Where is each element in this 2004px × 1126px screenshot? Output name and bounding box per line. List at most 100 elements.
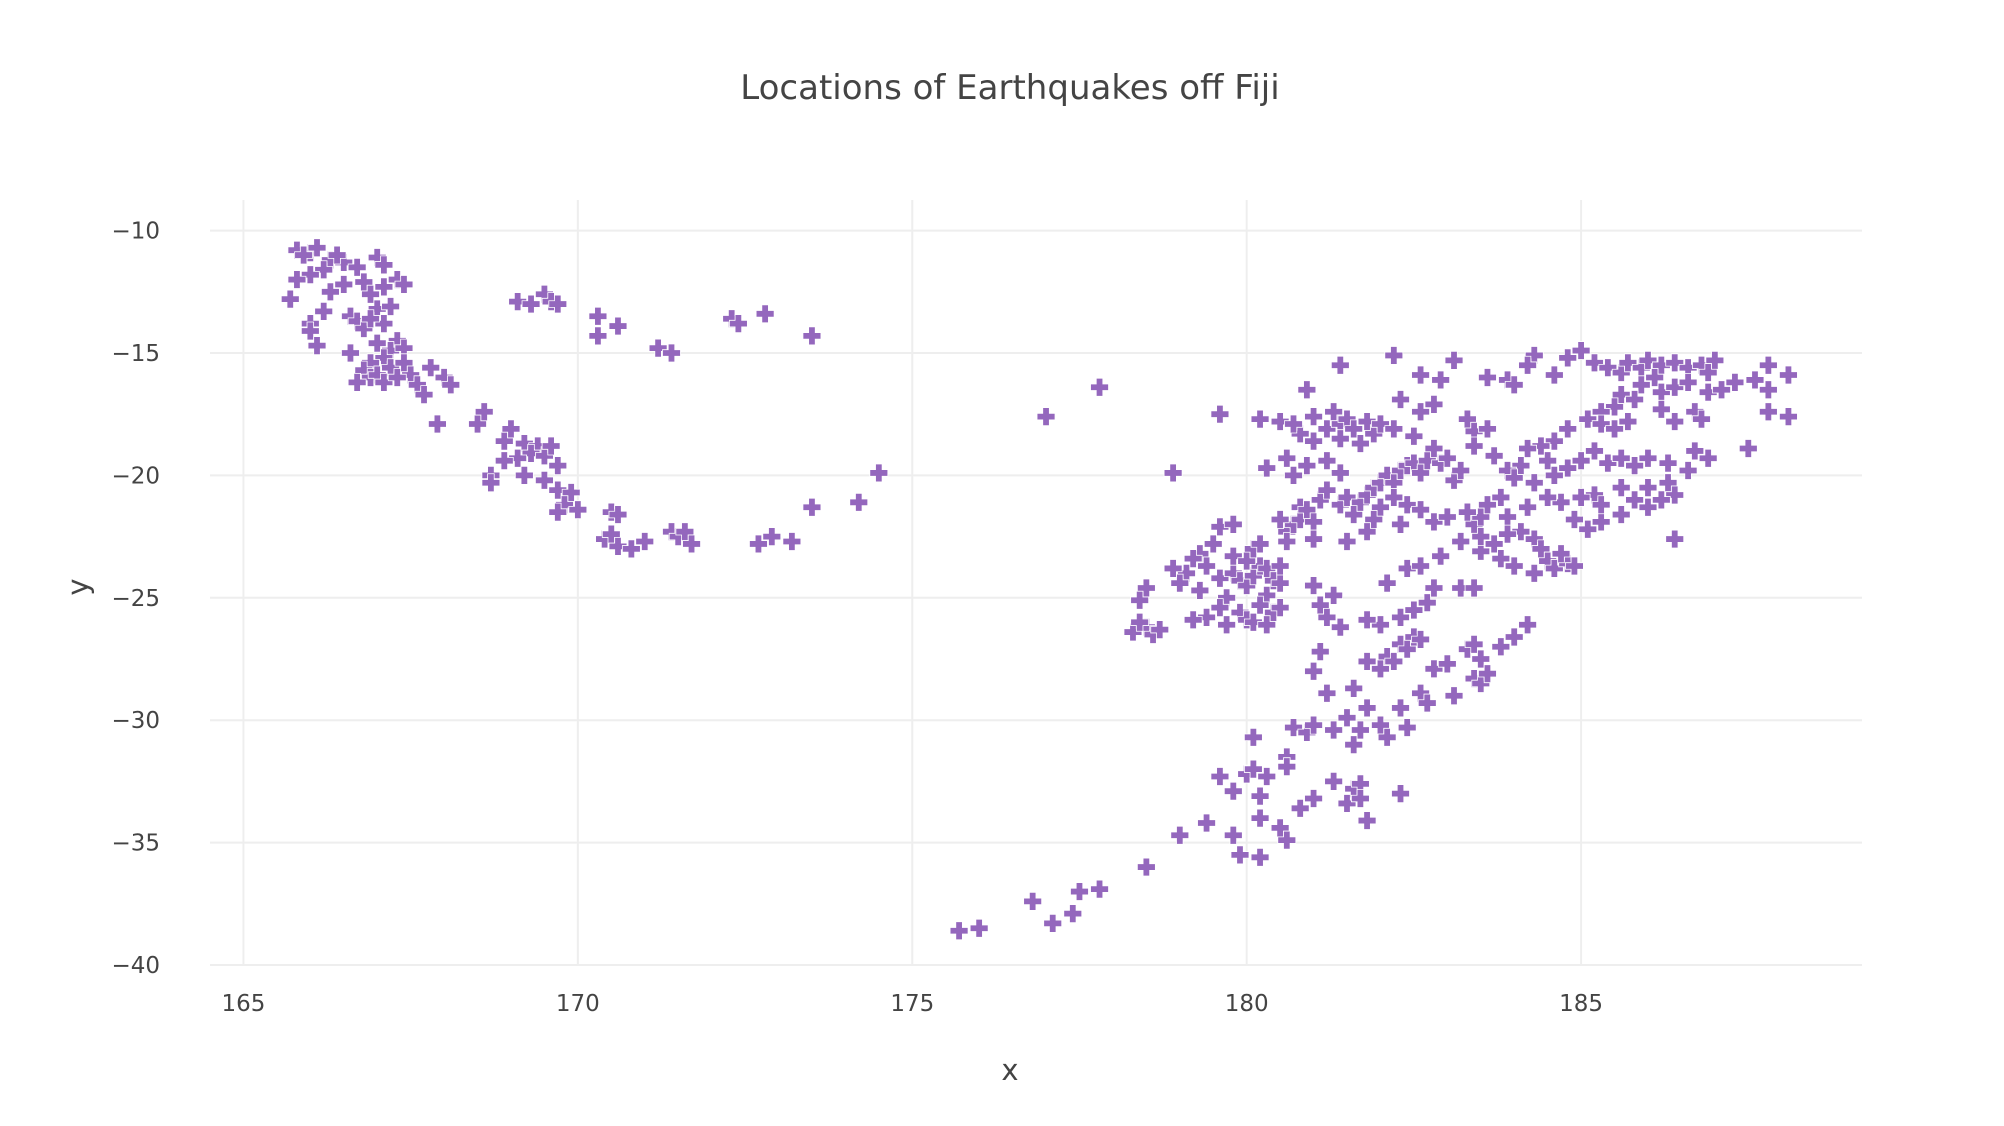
data-point <box>314 301 334 321</box>
data-point <box>1210 517 1230 537</box>
data-point <box>521 443 541 463</box>
data-point <box>1524 563 1544 583</box>
data-point <box>1344 735 1364 755</box>
data-point <box>494 451 514 471</box>
x-tick-label: 170 <box>556 991 600 1017</box>
data-point <box>1424 395 1444 414</box>
data-point <box>1317 480 1337 500</box>
data-point <box>1665 412 1685 431</box>
y-axis-title: y <box>61 578 95 595</box>
data-point <box>1150 620 1170 640</box>
data-point <box>1397 559 1417 578</box>
data-point <box>1391 698 1410 718</box>
data-point <box>1484 446 1504 466</box>
data-point <box>341 343 360 363</box>
data-point <box>1317 683 1337 703</box>
data-point <box>1090 879 1109 899</box>
data-point <box>1705 350 1725 370</box>
data-point <box>1598 453 1618 473</box>
data-point <box>1163 463 1183 483</box>
data-point <box>1685 441 1705 461</box>
data-point <box>1478 419 1497 439</box>
data-point <box>1504 375 1524 395</box>
data-point <box>1411 500 1430 520</box>
data-point <box>414 385 434 405</box>
data-point <box>802 497 822 517</box>
data-point <box>1625 456 1644 476</box>
data-point <box>374 277 394 297</box>
data-point <box>1491 549 1511 569</box>
data-point <box>1424 659 1444 679</box>
data-point <box>1625 490 1644 510</box>
data-point <box>662 343 681 363</box>
data-point <box>1223 781 1243 801</box>
data-point <box>1357 698 1377 718</box>
data-point <box>1591 414 1611 434</box>
data-point <box>1371 414 1390 434</box>
y-tick-label: −15 <box>111 341 160 367</box>
data-point <box>1130 612 1150 632</box>
x-tick-label: 185 <box>1559 991 1603 1017</box>
data-point <box>1491 488 1511 507</box>
data-point <box>1678 461 1698 480</box>
data-point <box>555 495 574 515</box>
data-point <box>1585 353 1604 373</box>
data-point <box>1698 382 1718 402</box>
data-point <box>1471 527 1491 546</box>
data-point <box>1023 891 1043 911</box>
data-point <box>1591 512 1611 532</box>
data-point <box>782 532 802 551</box>
data-point <box>1758 402 1778 422</box>
data-point <box>1538 488 1558 507</box>
data-point <box>1779 407 1798 427</box>
data-point <box>1270 510 1290 529</box>
data-point <box>1511 522 1531 542</box>
data-point <box>1036 407 1056 427</box>
data-point <box>1498 507 1517 527</box>
data-point <box>548 294 568 314</box>
data-point <box>1618 353 1638 373</box>
data-point <box>1524 473 1544 493</box>
data-point <box>1518 355 1537 375</box>
data-point <box>1324 585 1344 605</box>
data-point <box>1437 654 1457 674</box>
data-point <box>1571 488 1591 507</box>
data-point <box>1270 556 1290 576</box>
data-point <box>474 402 494 422</box>
data-point <box>1571 451 1591 471</box>
data-point <box>1350 789 1370 808</box>
y-tick-label: −30 <box>111 708 160 734</box>
data-point <box>508 292 528 311</box>
data-point <box>1070 882 1089 901</box>
data-point <box>1498 524 1517 544</box>
data-point <box>1665 353 1685 373</box>
data-point <box>1130 590 1150 610</box>
data-point <box>1585 441 1604 461</box>
data-point <box>1290 798 1310 818</box>
data-point <box>1397 718 1417 737</box>
data-point <box>1277 532 1297 551</box>
data-point <box>728 314 748 334</box>
data-point <box>1518 615 1537 635</box>
data-point <box>1371 497 1390 517</box>
data-point <box>1451 578 1471 598</box>
data-point <box>1163 559 1183 578</box>
data-point <box>568 500 588 520</box>
data-point <box>1504 627 1524 647</box>
data-point <box>1210 404 1230 424</box>
data-point <box>501 419 521 439</box>
data-point <box>1558 458 1578 478</box>
data-point <box>608 536 628 556</box>
data-point <box>588 306 608 326</box>
data-point <box>1464 578 1484 598</box>
y-tick-label: −35 <box>111 831 160 857</box>
data-point <box>1377 727 1397 747</box>
x-tick-label: 180 <box>1225 991 1269 1017</box>
data-point <box>1170 825 1190 845</box>
data-point <box>361 309 380 329</box>
data-point <box>1223 825 1243 845</box>
data-point <box>1391 390 1410 409</box>
data-point <box>1665 377 1685 397</box>
data-point <box>1692 409 1711 429</box>
data-point <box>441 375 461 395</box>
